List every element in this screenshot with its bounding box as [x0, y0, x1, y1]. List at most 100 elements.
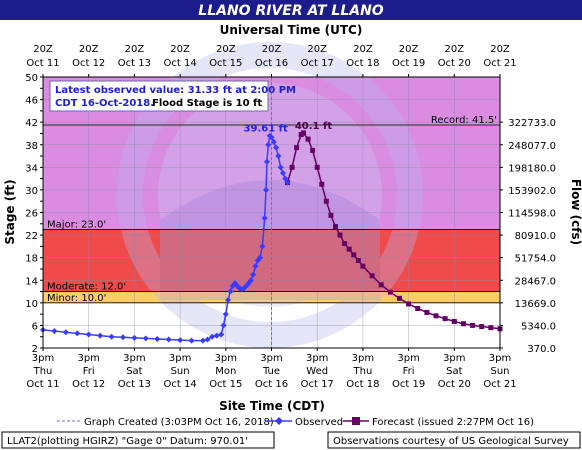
y-axis-label: Stage (ft)	[3, 179, 17, 244]
top-tick-label-time: 20Z	[307, 44, 327, 55]
top-axis-title: Universal Time (UTC)	[220, 23, 363, 37]
top-tick-label-time: 20Z	[353, 44, 373, 55]
flow-axis: 322733.0 248077.0 198180.0 153902.0 114598.0…	[500, 118, 556, 355]
x-tick-label-day: Thu	[353, 366, 373, 377]
x-tick-label-date: Oct 11	[26, 379, 59, 390]
footer-credit: Observations courtesy of US Geological S…	[333, 436, 569, 447]
forecast-point	[451, 318, 457, 324]
latest-observation-box: Latest observed value: 31.33 ft at 2:00 …	[49, 80, 296, 112]
observed-point	[250, 271, 257, 278]
observed-point	[142, 335, 149, 342]
top-tick-label-date: Oct 13	[118, 58, 151, 69]
forecast-point	[378, 282, 384, 288]
y2-tick-label: 28467.0	[515, 276, 556, 287]
legend-forecast-label: Forecast (issued 2:27PM Oct 16)	[372, 417, 534, 428]
observed-point	[74, 330, 81, 337]
forecast-point	[355, 257, 361, 263]
observed-point	[154, 335, 161, 342]
observed-point	[257, 254, 264, 261]
y2-tick-label: 80910.0	[515, 231, 556, 242]
top-tick-label-time: 20Z	[170, 44, 190, 55]
y-tick-label: 14	[25, 276, 38, 287]
x-tick-label-day: Sat	[126, 366, 142, 377]
footer-datum: LLAT2(plotting HGIRZ) "Gage 0" Datum: 97…	[7, 436, 248, 447]
observed-point	[62, 329, 69, 336]
observed-point	[270, 138, 277, 145]
observed-point	[247, 277, 254, 284]
observed-point	[220, 322, 227, 329]
forecast-point	[310, 147, 316, 153]
label-moderate: Moderate: 12.0'	[47, 282, 126, 293]
x-tick-label-date: Oct 19	[392, 379, 425, 390]
observed-point	[218, 331, 225, 338]
y2-tick-label: 114598.0	[508, 209, 556, 220]
chart-title: LLANO RIVER AT LLANO	[198, 3, 384, 19]
x-tick-label-date: Oct 16	[255, 379, 288, 390]
y-tick-label: 50	[25, 73, 38, 84]
forecast-point	[387, 289, 393, 295]
x-tick-label-date: Oct 15	[209, 379, 242, 390]
observed-point	[275, 153, 282, 160]
observed-point	[277, 164, 284, 171]
x-axis-label: Site Time (CDT)	[219, 399, 325, 413]
label-minor: Minor: 10.0'	[47, 293, 106, 304]
forecast-point	[337, 232, 343, 238]
top-tick-label-time: 20Z	[262, 44, 282, 55]
forecast-point	[442, 316, 448, 322]
observed-point	[279, 169, 286, 176]
x-tick-label-date: Oct 13	[118, 379, 151, 390]
y2-tick-label: 198180.0	[508, 163, 556, 174]
y2-tick-label: 248077.0	[508, 141, 556, 152]
top-tick-label-time: 20Z	[490, 44, 510, 55]
forecast-point	[470, 322, 476, 328]
y-tick-label: 34	[25, 163, 38, 174]
y-tick-label: 22	[25, 231, 38, 242]
label-major: Major: 23.0'	[47, 219, 106, 230]
forecast-point	[332, 224, 338, 230]
observed-point	[252, 263, 259, 270]
site-time-axis: 3pm Thu Oct 11 3pm Fri Oct 12 3pm Sat Oct 13 3pm S…	[26, 348, 517, 390]
y-tick-label: 26	[25, 209, 38, 220]
observed-point	[263, 186, 270, 193]
observed-point	[209, 333, 216, 340]
observed-point	[282, 175, 289, 182]
x-tick-label-time: 3pm	[397, 353, 419, 364]
observed-point	[108, 333, 115, 340]
y2-tick-label: 13669.0	[515, 299, 556, 310]
noaa-watermark	[117, 42, 423, 348]
observed-point	[204, 336, 211, 343]
legend-forecast-marker	[352, 417, 360, 425]
y-tick-label: 38	[25, 141, 38, 152]
top-tick-label-time: 20Z	[399, 44, 419, 55]
x-tick-label-time: 3pm	[32, 353, 54, 364]
observed-point	[165, 336, 172, 343]
observed-point	[273, 144, 280, 151]
top-tick-label-date: Oct 14	[163, 58, 196, 69]
record-label: Record: 41.5'	[431, 115, 497, 126]
observed-point	[261, 215, 268, 222]
forecast-point	[294, 145, 300, 151]
observed-point	[85, 331, 92, 338]
x-tick-label-time: 3pm	[489, 353, 511, 364]
info-line-3: Flood Stage is 10 ft	[152, 98, 262, 109]
x-tick-label-day: Fri	[83, 366, 95, 377]
forecast-point	[406, 301, 412, 307]
top-tick-label-date: Oct 11	[26, 58, 59, 69]
forecast-point	[328, 212, 334, 218]
x-tick-label-day: Mon	[215, 366, 236, 377]
y2-axis-label: Flow (cfs)	[569, 179, 582, 245]
observed-point	[119, 334, 126, 341]
x-tick-label-day: Fri	[403, 366, 415, 377]
observed-point	[177, 337, 184, 344]
x-tick-label-day: Sat	[446, 366, 462, 377]
x-tick-label-date: Oct 17	[301, 379, 334, 390]
observed-point	[97, 332, 104, 339]
y2-tick-label: 51754.0	[515, 254, 556, 265]
top-tick-label-date: Oct 19	[392, 58, 425, 69]
legend-observed-label: Observed	[295, 417, 343, 428]
info-line-1: Latest observed value: 31.33 ft at 2:00 …	[55, 85, 296, 96]
forecast-point	[424, 309, 430, 315]
observed-point	[213, 332, 220, 339]
